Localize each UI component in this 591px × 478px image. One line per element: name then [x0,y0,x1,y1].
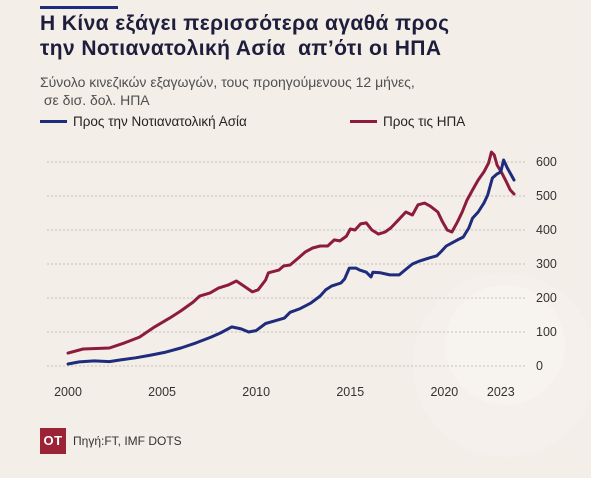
x-tick-label-2023: 2023 [487,385,515,399]
y-tick-label-600: 600 [536,155,557,169]
x-tick-label-2010: 2010 [242,385,270,399]
legend-item-southeast-asia: Προς την Νοτιανατολική Ασία [40,113,247,129]
y-axis: 0 100 200 300 400 500 600 [536,155,557,373]
x-tick-label-2020: 2020 [430,385,458,399]
x-tick-label-2005: 2005 [148,385,176,399]
series-line-southeast-asia [66,158,516,366]
y-tick-label-400: 400 [536,223,557,237]
chart-title: Η Κίνα εξάγει περισσότερα αγαθά προς την… [40,12,450,60]
x-tick-label-2000: 2000 [54,385,82,399]
legend-item-usa: Προς τις ΗΠΑ [350,113,465,129]
publisher-logo: OT [40,428,66,454]
legend-label-southeast-asia: Προς την Νοτιανατολική Ασία [73,113,247,129]
y-tick-label-300: 300 [536,257,557,271]
x-tick-label-2015: 2015 [336,385,364,399]
legend-label-usa: Προς τις ΗΠΑ [383,113,466,129]
y-tick-label-500: 500 [536,189,557,203]
source-note: Πηγή:FT, IMF DOTS [73,434,182,448]
legend-swatch-southeast-asia [40,119,67,123]
y-tick-label-200: 200 [536,291,557,305]
series-line-usa [66,150,516,355]
x-axis: 2000 2005 2010 2015 2020 2023 [54,385,515,399]
accent-bar [40,6,118,9]
y-tick-label-0: 0 [536,359,543,373]
chart-subtitle: Σύνολο κινεζικών εξαγωγών, τους προηγούμ… [40,74,415,108]
legend-swatch-usa [350,119,377,123]
y-tick-label-100: 100 [536,325,557,339]
